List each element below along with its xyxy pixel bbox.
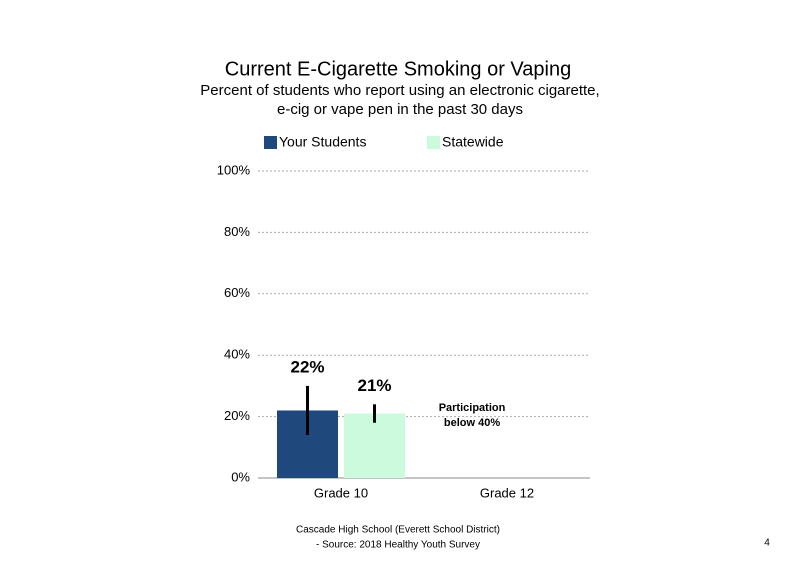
- legend-label: Statewide: [442, 134, 504, 150]
- chart-title: Current E-Cigarette Smoking or Vaping: [225, 58, 571, 80]
- x-tick-label: Grade 12: [480, 485, 534, 500]
- annotation: below 40%: [444, 417, 500, 429]
- legend-label: Your Students: [279, 134, 366, 150]
- x-tick-label: Grade 10: [314, 485, 368, 500]
- bar: [344, 413, 405, 478]
- y-tick-label: 60%: [224, 285, 250, 300]
- y-tick-label: 0%: [231, 469, 250, 484]
- y-tick-label: 40%: [224, 347, 250, 362]
- legend-swatch: [427, 136, 440, 149]
- footer: - Source: 2018 Healthy Youth Survey: [316, 540, 480, 551]
- y-tick-label: 20%: [224, 408, 250, 423]
- value-label: 22%: [290, 357, 324, 376]
- chart-subtitle: Percent of students who report using an …: [200, 82, 599, 99]
- page-number: 4: [764, 538, 770, 549]
- y-tick-label: 100%: [217, 162, 251, 177]
- annotation: Participation: [439, 402, 506, 414]
- y-tick-label: 80%: [224, 224, 250, 239]
- value-label: 21%: [357, 376, 391, 395]
- legend-swatch: [264, 136, 277, 149]
- chart-subtitle: e-cig or vape pen in the past 30 days: [277, 101, 523, 118]
- footer: Cascade High School (Everett School Dist…: [296, 525, 500, 536]
